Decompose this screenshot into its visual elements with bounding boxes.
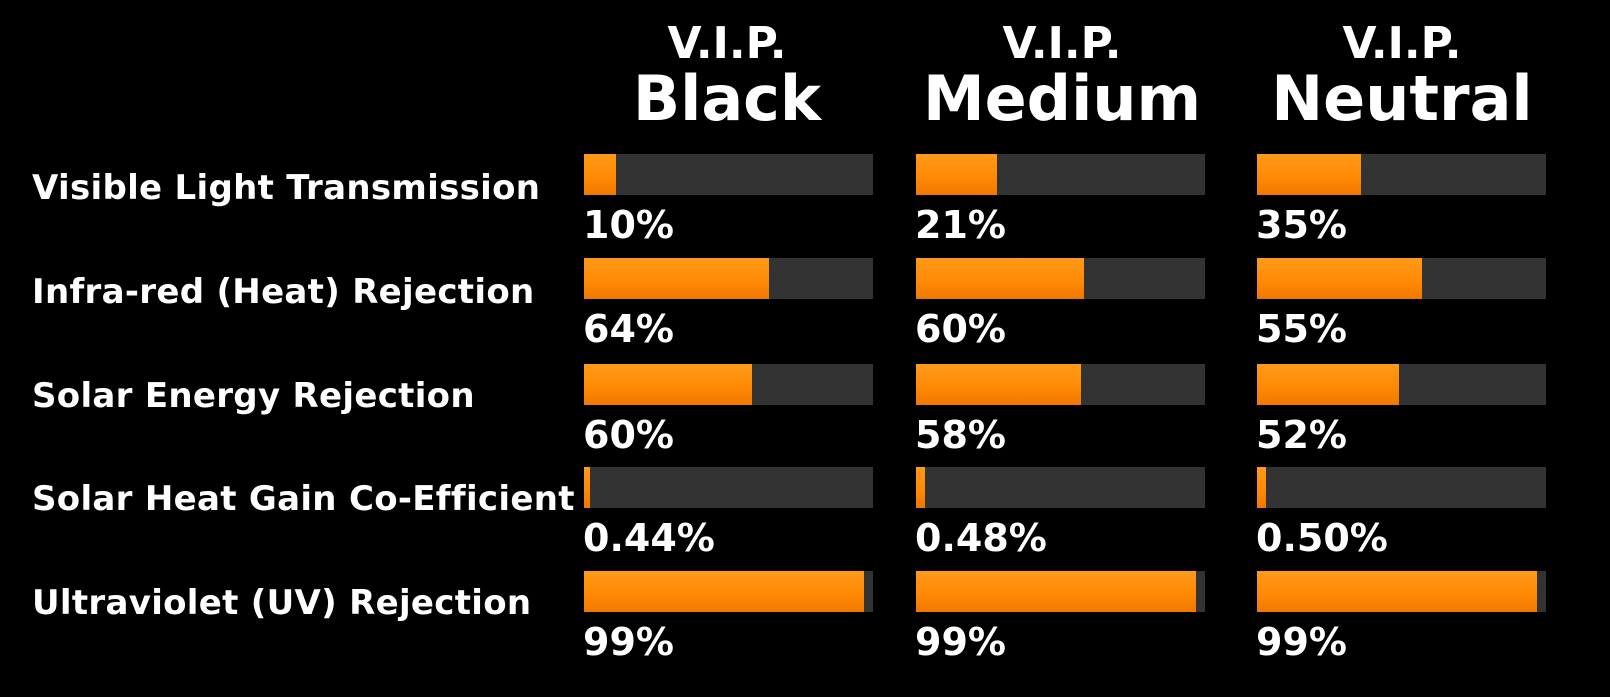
bar-track	[1257, 154, 1546, 195]
column-header-name: Medium	[922, 62, 1202, 135]
data-label: 55%	[1256, 307, 1347, 351]
bar-track	[1257, 364, 1546, 405]
data-label: 58%	[915, 413, 1006, 457]
bar	[584, 154, 616, 195]
column-header-prefix: V.I.P.	[1002, 18, 1122, 69]
bar	[1257, 258, 1422, 299]
bar	[584, 364, 752, 405]
column-header-prefix: V.I.P.	[1342, 18, 1462, 69]
row-label: Solar Heat Gain Co-Efficient	[32, 479, 575, 519]
bar-track	[584, 571, 873, 612]
data-label: 60%	[583, 413, 674, 457]
data-label: 99%	[915, 620, 1006, 664]
bar	[916, 258, 1084, 299]
column-header-name: Black	[632, 62, 822, 135]
row-label: Solar Energy Rejection	[32, 376, 475, 416]
bar	[584, 258, 769, 299]
data-label: 0.50%	[1256, 516, 1388, 560]
data-label: 64%	[583, 307, 674, 351]
column-header-name: Neutral	[1271, 62, 1533, 135]
bar-track	[916, 467, 1205, 508]
data-label: 35%	[1256, 203, 1347, 247]
bar	[1257, 364, 1399, 405]
bar-track	[584, 154, 873, 195]
data-label: 99%	[583, 620, 674, 664]
row-label: Ultraviolet (UV) Rejection	[32, 583, 532, 623]
bar-track	[584, 364, 873, 405]
bar	[1257, 571, 1537, 612]
column-header-neutral: V.I.P. Neutral	[1232, 22, 1572, 130]
data-label: 99%	[1256, 620, 1347, 664]
bar-track	[916, 258, 1205, 299]
bar-track	[916, 364, 1205, 405]
data-label: 10%	[583, 203, 674, 247]
bar	[916, 154, 997, 195]
row-label: Visible Light Transmission	[32, 168, 541, 208]
bar	[916, 467, 925, 508]
bar-track	[584, 467, 873, 508]
bar-track	[584, 258, 873, 299]
bar	[916, 364, 1081, 405]
bar	[1257, 467, 1266, 508]
data-label: 21%	[915, 203, 1006, 247]
data-label: 60%	[915, 307, 1006, 351]
column-header-medium: V.I.P. Medium	[892, 22, 1232, 130]
data-label: 0.44%	[583, 516, 715, 560]
column-header-black: V.I.P. Black	[557, 22, 897, 130]
bar-track	[916, 154, 1205, 195]
column-header-prefix: V.I.P.	[667, 18, 787, 69]
data-label: 0.48%	[915, 516, 1047, 560]
bar-track	[1257, 258, 1546, 299]
bar	[584, 571, 864, 612]
bar	[1257, 154, 1361, 195]
bar-track	[1257, 571, 1546, 612]
data-label: 52%	[1256, 413, 1347, 457]
bar	[916, 571, 1196, 612]
bar-track	[1257, 467, 1546, 508]
bar-track	[916, 571, 1205, 612]
bar	[584, 467, 590, 508]
row-label: Infra-red (Heat) Rejection	[32, 272, 535, 312]
